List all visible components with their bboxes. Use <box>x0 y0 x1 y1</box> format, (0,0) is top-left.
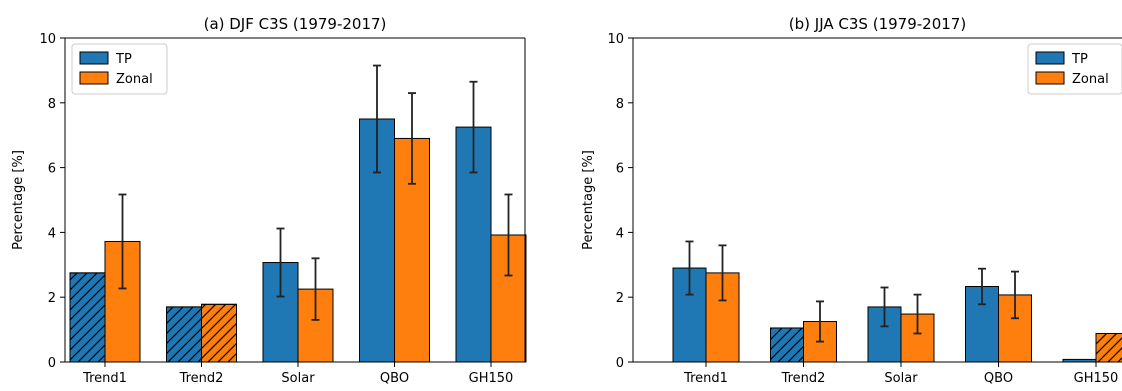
bar-hatch-zonal-trend2 <box>201 303 237 363</box>
y-tick-label: 2 <box>616 291 624 306</box>
bar-hatch-zonal-gh150 <box>1095 332 1122 363</box>
x-tick-label: GH150 <box>1074 371 1119 386</box>
legend: TP Zonal <box>71 43 168 95</box>
legend-swatch-tp <box>79 51 109 65</box>
legend-label-zonal: Zonal <box>1072 72 1109 87</box>
y-tick-label: 0 <box>616 356 624 371</box>
legend-swatch-zonal <box>1035 71 1065 85</box>
y-tick-label: 10 <box>607 32 624 47</box>
legend: TP Zonal <box>1027 43 1122 95</box>
legend-label-tp: TP <box>1071 52 1088 67</box>
y-tick-label: 8 <box>48 97 56 112</box>
bar-hatch-tp-trend2 <box>770 327 804 363</box>
y-tick-label: 6 <box>616 162 624 177</box>
x-tick-label: Solar <box>884 371 918 386</box>
x-tick-label: Trend2 <box>179 371 224 386</box>
bar-hatch-tp-trend2 <box>166 306 202 363</box>
x-tick-label: Trend2 <box>781 371 826 386</box>
y-tick-label: 10 <box>39 32 56 47</box>
legend-swatch-zonal <box>79 71 109 85</box>
legend-label-tp: TP <box>115 52 132 67</box>
x-tick-label: Trend1 <box>683 371 728 386</box>
legend-swatch-tp <box>1035 51 1065 65</box>
chart-panel-1: (b) JJA C3S (1979-2017) Percentage [%] 0 2 4… <box>581 15 1122 386</box>
y-axis-label: Percentage [%] <box>11 150 26 250</box>
y-tick-label: 6 <box>48 162 56 177</box>
y-tick-label: 0 <box>48 356 56 371</box>
chart-title: (a) DJF C3S (1979-2017) <box>204 15 387 33</box>
chart-panel-0: (a) DJF C3S (1979-2017) Percentage [%] 0 2 4… <box>11 15 527 386</box>
y-tick-label: 8 <box>616 97 624 112</box>
x-tick-label: Solar <box>281 371 315 386</box>
y-axis-label: Percentage [%] <box>581 150 596 250</box>
x-tick-label: Trend1 <box>82 371 127 386</box>
y-tick-label: 4 <box>616 226 624 241</box>
y-tick-label: 4 <box>48 226 56 241</box>
x-tick-label: QBO <box>380 371 409 386</box>
chart-title: (b) JJA C3S (1979-2017) <box>789 15 966 33</box>
y-tick-label: 2 <box>48 291 56 306</box>
legend-label-zonal: Zonal <box>116 72 153 87</box>
x-tick-label: GH150 <box>469 371 514 386</box>
x-tick-label: QBO <box>984 371 1013 386</box>
bar-hatch-tp-trend1 <box>69 272 106 363</box>
